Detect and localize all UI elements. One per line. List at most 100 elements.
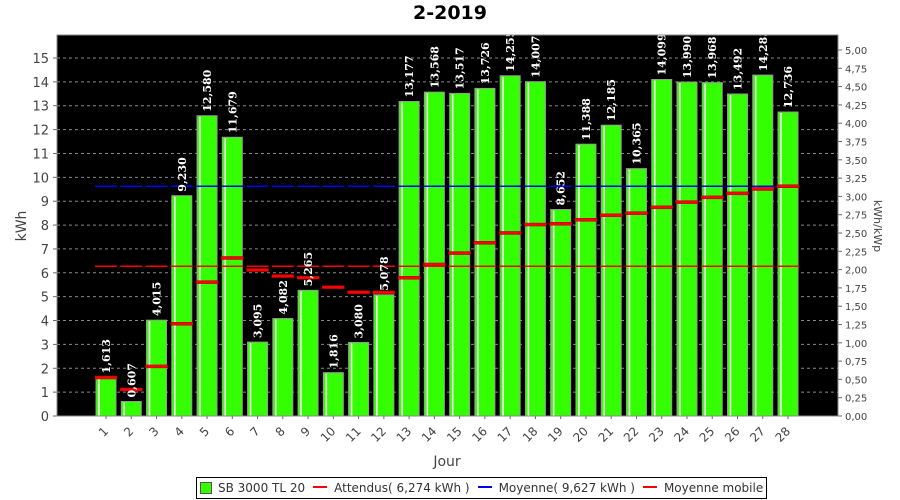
x-tick-label: 16 (469, 424, 490, 445)
y2-tick-label: 2,25 (845, 247, 867, 258)
y2-tick-label: 3,75 (845, 138, 867, 149)
y2-tick-label: 2,75 (845, 211, 867, 222)
bar-value-label: 14,007 (529, 36, 542, 78)
y-tick-label: 11 (32, 147, 49, 162)
moving-average-mark (776, 184, 800, 188)
moving-average-mark (170, 321, 194, 326)
y-tick-label: 5 (41, 291, 49, 306)
moving-average-mark (322, 285, 345, 289)
x-tick-label: 3 (146, 424, 161, 439)
bar-value-label: 13,990 (681, 36, 694, 78)
x-tick-label: 24 (671, 424, 692, 445)
legend: SB 3000 TL 20 Attendus( 6,274 kWh ) Moye… (196, 477, 768, 499)
x-tick-label: 20 (570, 424, 591, 445)
x-tick-label: 18 (520, 424, 541, 445)
moving-average-mark (372, 290, 396, 295)
moving-average-mark (700, 195, 724, 200)
x-tick-label: 26 (722, 424, 743, 445)
moving-average-mark (195, 280, 219, 284)
moving-average-mark (650, 205, 673, 210)
y2-tick-label: 1,25 (845, 321, 867, 332)
bar-value-label: 13,517 (454, 47, 467, 89)
y-tick-label: 2 (41, 362, 49, 377)
x-tick-label: 9 (298, 424, 313, 439)
x-tick-label: 10 (318, 424, 339, 445)
x-tick-label: 14 (419, 424, 440, 445)
x-tick-label: 12 (368, 424, 389, 445)
bar-value-label: 13,177 (403, 55, 416, 97)
y2-tick-label: 0,50 (845, 375, 867, 386)
legend-label-bars: SB 3000 TL 20 (218, 481, 306, 495)
y2-tick-label: 1,00 (845, 339, 867, 350)
x-tick-label: 23 (646, 424, 667, 445)
y-tick-label: 10 (32, 171, 49, 186)
x-tick-label: 8 (273, 424, 288, 439)
moving-average-mark (599, 213, 623, 218)
bar-value-label: 5,265 (302, 252, 315, 286)
y-tick-label: 13 (32, 100, 49, 115)
x-tick-label: 5 (197, 424, 212, 439)
x-tick-label: 11 (343, 424, 364, 445)
x-tick-label: 19 (545, 424, 566, 445)
x-tick-label: 21 (596, 424, 617, 445)
x-tick-label: 15 (444, 424, 465, 445)
bar-value-label: 11,388 (580, 98, 593, 140)
y2-tick-label: 5,00 (845, 46, 867, 57)
y-tick-label: 12 (32, 124, 49, 139)
bar-value-label: 4,015 (151, 282, 164, 316)
x-tick-label: 22 (621, 424, 642, 445)
y-tick-label: 7 (41, 243, 49, 258)
bar-value-label: 0,607 (125, 363, 138, 397)
y2-tick-label: 3,25 (845, 174, 867, 185)
moving-average-mark (549, 222, 572, 226)
moving-average-mark (423, 262, 446, 267)
y2-tick-label: 4,50 (845, 83, 867, 94)
x-tick-label: 13 (394, 424, 415, 445)
legend-label-average: Moyenne( 9,627 kWh ) (498, 481, 635, 495)
y2-tick-label: 0,25 (845, 394, 867, 405)
bar-value-label: 11,679 (226, 91, 239, 133)
y2-axis-label: kWh/kWp (871, 200, 884, 252)
y2-tick-label: 0,75 (845, 357, 867, 368)
y2-tick-label: 1,50 (845, 302, 867, 313)
legend-swatch-moving-average (642, 485, 657, 488)
bar-value-label: 4,082 (277, 280, 290, 314)
moving-average-mark (246, 268, 269, 272)
bar-value-label: 12,580 (201, 69, 214, 111)
moving-average-mark (473, 241, 497, 245)
y2-tick-label: 4,00 (845, 119, 867, 130)
y2-tick-label: 0,00 (845, 412, 867, 423)
bar-value-label: 1,816 (327, 334, 340, 369)
moving-average-mark (221, 256, 244, 260)
y-tick-label: 6 (41, 267, 49, 282)
legend-swatch-bars (200, 482, 212, 494)
y-tick-label: 8 (41, 219, 49, 234)
x-axis-label: Jour (432, 454, 461, 470)
bar-value-label: 1,613 (100, 339, 113, 373)
moving-average-mark (271, 274, 295, 278)
y2-tick-label: 2,50 (845, 229, 867, 240)
bar-value-label: 14,283 (757, 29, 770, 71)
y-tick-label: 15 (32, 52, 49, 67)
y-tick-label: 1 (41, 386, 49, 401)
legend-label-expected: Attendus( 6,274 kWh ) (334, 481, 470, 495)
bar-value-label: 5,078 (378, 256, 391, 291)
x-tick-label: 17 (495, 424, 516, 445)
moving-average-mark (397, 275, 421, 280)
y2-tick-label: 3,50 (845, 156, 867, 167)
moving-average-mark (448, 251, 471, 255)
moving-average-mark (675, 200, 699, 204)
bar-value-label: 14,099 (656, 33, 669, 75)
moving-average-mark (120, 387, 143, 392)
bar-value-label: 13,568 (428, 46, 441, 88)
moving-average-mark (347, 290, 370, 294)
bar-value-label: 3,080 (353, 304, 366, 339)
legend-swatch-expected (313, 485, 328, 488)
bar-value-label: 13,968 (706, 36, 719, 78)
y2-tick-label: 4,75 (845, 64, 867, 75)
y2-tick-label: 4,25 (845, 101, 867, 112)
moving-average-mark (625, 211, 648, 215)
moving-average-mark (296, 275, 320, 280)
